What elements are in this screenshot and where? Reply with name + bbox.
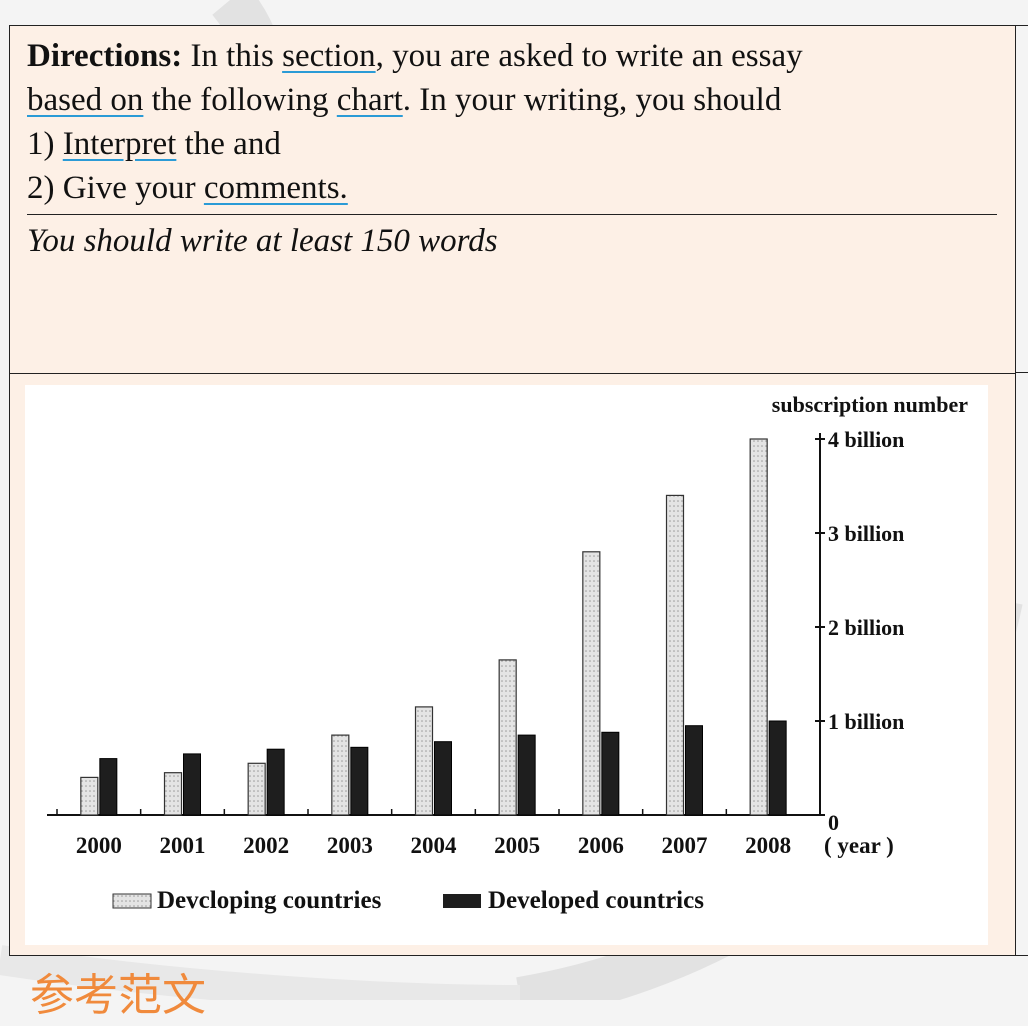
x-tick-label: 2006 [578,833,624,858]
bar-developing-2007 [665,494,685,816]
directions-text: the following [143,82,337,118]
directions-separator [27,214,997,215]
y-tick-label: 1 billion [828,709,904,734]
bar-developing-2004 [414,706,434,816]
bar-developing-2000 [80,776,99,816]
bar-developed-2007 [685,725,703,816]
bar-developing-2005 [498,659,517,816]
y-axis-title: subscription number [772,392,968,417]
directions-text: 1) [27,126,63,162]
vocab-link-interpret[interactable]: Interpret [62,126,177,162]
x-tick-label: 2007 [662,833,708,858]
x-tick-label: 2008 [745,833,791,858]
bar-developed-2005 [517,734,536,816]
vocab-link-section[interactable]: section [282,38,376,74]
x-tick-label: 2003 [327,833,373,858]
bar-developed-2001 [183,753,201,816]
x-tick-label: 2000 [76,833,122,858]
bar-developed-2004 [434,741,452,816]
legend-label-developing: Devcloping countries [157,887,382,914]
directions-line-4: 2) Give your comments. [27,166,1002,210]
directions-text: . In your writing, you should [402,82,782,118]
bar-developed-2006 [601,731,620,816]
x-tick-label: 2005 [494,833,540,858]
reference-essay-title: 参考范文 [30,970,206,1021]
frame-stub-top [1016,25,1028,26]
x-axis-title: ( year ) [824,833,894,858]
y-tick-label: 4 billion [828,427,904,452]
directions-line-2: based on the following chart. In your wr… [27,78,1002,122]
directions-text: , you are asked to write an essay [375,38,803,74]
chart-panel: 0 1 billion 2 billion 3 billion 4 billion sub… [25,385,988,945]
vocab-link-chart[interactable]: chart [336,82,403,118]
vocab-link-comments[interactable]: comments. [203,170,348,206]
bar-developing-2001 [163,772,183,816]
directions-block: Directions: In this section, you are ask… [27,34,1002,263]
bar-developing-2003 [331,734,350,816]
directions-text: In this [182,38,283,74]
frame-stub-mid [1016,372,1028,373]
bar-chart: 0 1 billion 2 billion 3 billion 4 billion sub… [47,392,968,914]
bar-developing-2006 [582,551,601,816]
frame-divider [10,373,1015,374]
bar-developed-2003 [350,746,369,816]
directions-line-3: 1) Interpret the and [27,122,1002,166]
legend-label-developed: Developed countrics [488,887,704,914]
bar-developed-2002 [266,748,285,816]
y-tick-label: 0 [828,810,839,835]
directions-text: 2) Give your [27,170,204,206]
bar-developed-2000 [99,758,118,816]
bar-developed-2008 [768,720,787,816]
legend-swatch-developed [443,894,481,908]
frame-stub-bottom [1016,955,1028,956]
vocab-link-based-on[interactable]: based on [27,82,144,118]
y-tick-label: 3 billion [828,521,904,546]
directions-label: Directions: [27,38,183,74]
x-tick-label: 2004 [411,833,458,858]
directions-text: the and [176,126,281,162]
bar-developing-2008 [749,438,768,816]
bar-developing-2002 [247,762,266,816]
x-tick-label: 2002 [243,833,289,858]
word-count-note: You should write at least 150 words [27,223,498,259]
directions-line-1: Directions: In this section, you are ask… [27,34,1002,78]
legend-swatch-developing [112,893,152,909]
y-tick-label: 2 billion [828,615,904,640]
x-tick-label: 2001 [160,833,206,858]
